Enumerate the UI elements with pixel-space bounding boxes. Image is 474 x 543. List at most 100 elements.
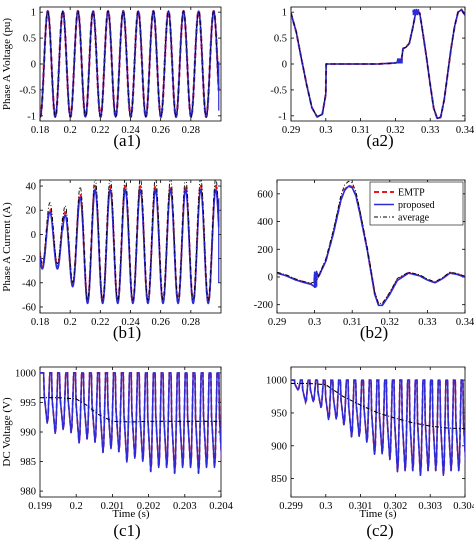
legend-box [369, 181, 464, 226]
x-tick-label: 0.18 [31, 317, 49, 328]
y-tick-label: 0.5 [23, 34, 36, 45]
x-tick-label: 0.34 [456, 125, 474, 136]
y-tick-label: 900 [271, 441, 287, 452]
x-tick-label: 0.24 [121, 125, 140, 136]
y-tick-label: 40 [26, 182, 37, 193]
x-tick-label: 0.2 [70, 501, 83, 512]
series-proposed-line [40, 372, 221, 475]
x-tick-label: 0.22 [91, 317, 109, 328]
x-tick-label: 0.201 [101, 501, 125, 512]
x-tick-label: 0.204 [209, 501, 233, 512]
x-tick-label: 0.302 [384, 501, 408, 512]
y-tick-label: 985 [20, 457, 36, 468]
y-tick-label: 1000 [15, 368, 36, 379]
y-tick-label: -1 [278, 111, 287, 122]
panel-caption: (b2) [360, 323, 388, 342]
chart-a1: 0.18 0.2 0.22 0.24 0.26 0.28 -1 -0.5 0 0.5 1 (a1) Ph… [1, 6, 222, 150]
x-tick-label: 0.18 [31, 125, 49, 136]
chart-a2: 0.29 0.3 0.31 0.32 0.33 0.34 -1 -0.5 0 0.5 1 (a2) [270, 6, 474, 150]
y-tick-label: -1 [27, 111, 36, 122]
panel-caption: (a1) [113, 131, 140, 150]
y-axis-label: Phase A Current (A) [1, 202, 13, 292]
x-tick-label: 0.24 [121, 317, 140, 328]
y-tick-label: -20 [22, 254, 36, 265]
x-tick-label: 0.299 [279, 501, 303, 512]
y-tick-label: 1 [31, 8, 36, 19]
x-tick-label: 0.26 [151, 125, 169, 136]
x-tick-label: 0.29 [282, 125, 300, 136]
y-tick-label: 600 [257, 189, 273, 200]
panel-caption: (c2) [366, 521, 393, 540]
y-tick-label: 20 [26, 206, 37, 217]
y-tick-label: -0.5 [19, 85, 36, 96]
x-tick-label: 0.2 [64, 317, 77, 328]
x-tick-label: 0.29 [268, 317, 286, 328]
x-tick-label: 0.3 [308, 317, 321, 328]
y-tick-label: 0 [31, 60, 36, 71]
x-tick-label: 0.31 [351, 125, 369, 136]
x-axis-label: Time (s) [359, 508, 397, 520]
plot-frame [276, 179, 466, 314]
y-axis-label: DC Voltage (V) [1, 397, 13, 467]
y-tick-label: 850 [271, 474, 287, 485]
chart-b1: 0.18 0.2 0.22 0.24 0.26 0.28 -60 -40 -20 0 20 40 (b1… [1, 179, 222, 342]
x-tick-label: 0.3 [319, 501, 332, 512]
x-tick-label: 0.202 [137, 501, 161, 512]
series-proposed-line [291, 379, 465, 477]
panel-caption: (c1) [113, 521, 140, 540]
series-proposed-line [291, 8, 465, 120]
y-tick-label: 400 [257, 217, 273, 228]
x-tick-label: 0.2 [64, 125, 77, 136]
x-tick-label: 0.301 [349, 501, 373, 512]
y-tick-label: -0.5 [270, 85, 287, 96]
x-tick-label: 0.32 [386, 125, 404, 136]
series-proposed-peak-jitter [412, 9, 420, 16]
series-proposed-noise [313, 271, 318, 289]
series-proposed-ripple [396, 58, 403, 64]
x-tick-label: 0.26 [151, 317, 169, 328]
x-tick-label: 0.3 [319, 125, 332, 136]
y-tick-label: 0 [282, 60, 287, 71]
series-average-line [277, 180, 465, 304]
x-tick-label: 0.199 [28, 501, 52, 512]
x-tick-label: 0.32 [381, 317, 399, 328]
legend-label-average: average [398, 213, 430, 224]
y-tick-label: 1000 [266, 376, 287, 387]
y-tick-label: 1 [282, 8, 287, 19]
series-average-line [40, 10, 220, 118]
x-tick-label: 0.22 [91, 125, 109, 136]
y-tick-label: 200 [257, 245, 273, 256]
series-average-line [40, 397, 221, 423]
x-tick-label: 0.28 [182, 317, 200, 328]
panel-caption: (a2) [366, 131, 393, 150]
y-tick-label: 990 [20, 428, 36, 439]
series-average-line [291, 9, 465, 119]
panel-caption: (b1) [113, 323, 141, 342]
y-tick-label: 0 [268, 272, 273, 283]
y-tick-label: -60 [22, 302, 36, 313]
chart-c2: 0.299 0.3 0.301 0.302 0.303 0.304 850 900 950 100… [266, 366, 474, 540]
plot-frame [290, 366, 466, 498]
y-tick-label: -40 [22, 278, 36, 289]
chart-b2: 0.29 0.3 0.31 0.32 0.33 0.34 -200 0 200 400 600 (b2… [254, 179, 474, 342]
x-tick-label: 0.33 [418, 317, 436, 328]
x-tick-label: 0.203 [173, 501, 197, 512]
y-tick-label: 980 [20, 487, 36, 498]
x-axis-label: Time (s) [112, 508, 150, 520]
y-tick-label: -200 [254, 300, 273, 311]
legend-label-proposed: proposed [398, 200, 435, 211]
series-average-line [40, 180, 220, 301]
y-tick-label: 995 [20, 398, 36, 409]
series-average-line [291, 382, 465, 430]
x-tick-label: 0.34 [456, 317, 474, 328]
x-tick-label: 0.303 [418, 501, 442, 512]
x-tick-label: 0.33 [421, 125, 439, 136]
x-tick-label: 0.28 [182, 125, 200, 136]
y-tick-label: 950 [271, 408, 287, 419]
x-tick-label: 0.304 [453, 501, 474, 512]
y-axis-label: Phase A Voltage (pu) [1, 18, 13, 111]
x-tick-label: 0.31 [343, 317, 361, 328]
y-tick-label: 0 [31, 230, 36, 241]
